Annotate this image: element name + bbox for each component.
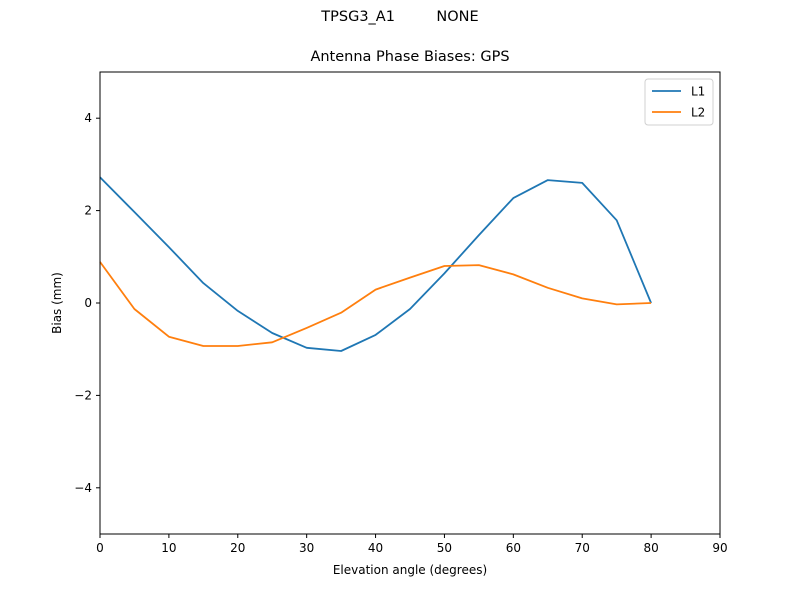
legend-label-l2: L2 xyxy=(691,106,705,120)
x-tick-label: 70 xyxy=(575,541,590,555)
series-line-l2 xyxy=(99,261,652,347)
legend: L1 L2 xyxy=(644,78,714,126)
plot-lines xyxy=(99,176,652,352)
y-tick-label: −2 xyxy=(74,388,92,402)
figure-suptitle: TPSG3_A1 NONE xyxy=(321,9,479,25)
x-axis-label: Elevation angle (degrees) xyxy=(333,563,487,577)
y-axis-label: Bias (mm) xyxy=(50,272,64,334)
y-tick-label: 4 xyxy=(84,111,92,125)
x-tick-label: 0 xyxy=(96,541,104,555)
x-tick-label: 80 xyxy=(643,541,658,555)
y-tick-label: −4 xyxy=(74,481,92,495)
y-tick-label: 0 xyxy=(84,296,92,310)
y-axis-ticks: −4 −2 0 2 4 xyxy=(74,111,100,495)
x-tick-label: 50 xyxy=(437,541,452,555)
x-axis-ticks: 0 10 20 30 40 50 60 70 80 90 xyxy=(96,534,728,555)
series-line-l1 xyxy=(99,176,652,352)
x-tick-label: 20 xyxy=(230,541,245,555)
x-tick-label: 10 xyxy=(161,541,176,555)
x-tick-label: 60 xyxy=(506,541,521,555)
x-tick-label: 40 xyxy=(368,541,383,555)
x-tick-label: 90 xyxy=(712,541,727,555)
axes-frame xyxy=(99,71,721,535)
y-tick-label: 2 xyxy=(84,204,92,218)
legend-label-l1: L1 xyxy=(691,85,705,99)
chart-title: Antenna Phase Biases: GPS xyxy=(310,49,510,65)
x-tick-label: 30 xyxy=(299,541,314,555)
